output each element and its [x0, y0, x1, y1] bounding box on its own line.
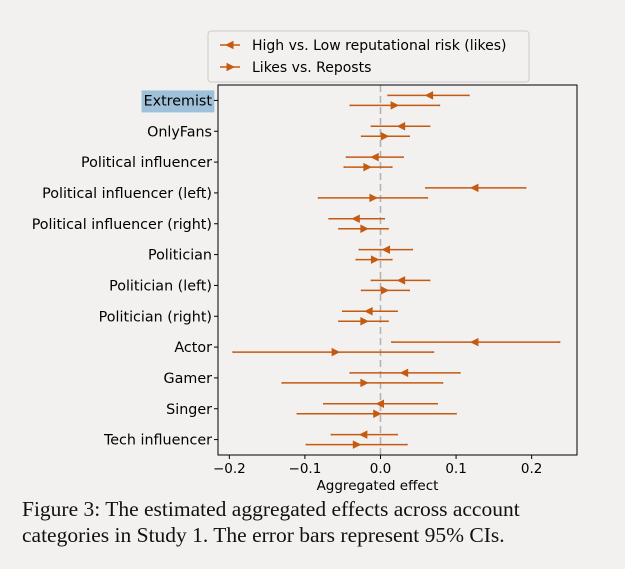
- point-estimate-marker: [424, 91, 434, 100]
- y-tick-label: Political influencer (left): [42, 186, 212, 202]
- y-tick-label: Politician (right): [99, 309, 212, 325]
- x-tick-label: −0.1: [289, 461, 322, 477]
- legend-marker: [226, 62, 235, 72]
- y-tick-label: Politician: [148, 248, 212, 264]
- point-estimate-marker: [370, 255, 380, 264]
- legend: High vs. Low reputational risk (likes) Li…: [207, 30, 530, 83]
- y-tick-label: Actor: [174, 340, 212, 356]
- x-tick-label: −0.2: [213, 461, 246, 477]
- y-axis: Extremist OnlyFans Political influencer Pol…: [32, 93, 218, 449]
- point-estimate-marker: [396, 276, 406, 285]
- forest-plot: Extremist OnlyFans Political influencer Pol…: [32, 30, 578, 494]
- x-axis: −0.2 −0.1 0.0 0.1 0.2: [213, 455, 542, 477]
- plot-area: [217, 84, 578, 456]
- point-estimate-marker: [469, 183, 479, 193]
- point-estimate-marker: [358, 430, 368, 439]
- point-estimate-marker: [380, 286, 390, 295]
- point-estimate-marker: [469, 337, 479, 347]
- point-estimate-marker: [352, 440, 362, 449]
- y-tick-label: Political influencer (right): [32, 217, 212, 233]
- point-estimate-marker: [364, 307, 373, 316]
- y-tick-label: Extremist: [144, 93, 213, 109]
- point-estimate-marker: [360, 317, 369, 326]
- y-tick-label: Singer: [166, 402, 212, 418]
- point-estimate-marker: [390, 101, 400, 110]
- point-estimate-marker: [360, 378, 369, 388]
- x-tick-label: 0.2: [521, 461, 542, 477]
- point-estimate-marker: [369, 193, 378, 203]
- point-estimate-marker: [360, 224, 369, 233]
- y-tick-label: Gamer: [164, 371, 213, 387]
- legend-marker: [225, 40, 234, 50]
- legend-box: [207, 30, 530, 83]
- point-estimate-marker: [396, 122, 406, 131]
- point-estimate-marker: [363, 162, 372, 172]
- x-tick-label: 0.1: [445, 461, 466, 477]
- y-tick-label: Political influencer: [81, 155, 212, 171]
- point-estimate-marker: [380, 132, 390, 141]
- y-tick-label: Tech influencer: [103, 433, 212, 449]
- y-tick-label: OnlyFans: [147, 124, 212, 140]
- figure-caption: Figure 3: The estimated aggregated effec…: [22, 497, 520, 547]
- legend-label: High vs. Low reputational risk (likes): [252, 38, 506, 54]
- point-estimate-marker: [381, 245, 391, 254]
- x-axis-label: Aggregated effect: [317, 478, 439, 494]
- plot-marks: [232, 91, 561, 449]
- point-estimate-marker: [370, 152, 379, 162]
- x-tick-label: 0.0: [370, 461, 391, 477]
- y-tick-label: Politician (left): [109, 278, 212, 294]
- point-estimate-marker: [399, 368, 409, 378]
- legend-label: Likes vs. Reposts: [252, 60, 371, 76]
- point-estimate-marker: [375, 399, 384, 408]
- point-estimate-marker: [373, 409, 382, 418]
- point-estimate-marker: [351, 214, 360, 223]
- category-highlight: [141, 90, 215, 113]
- point-estimate-marker: [331, 347, 341, 357]
